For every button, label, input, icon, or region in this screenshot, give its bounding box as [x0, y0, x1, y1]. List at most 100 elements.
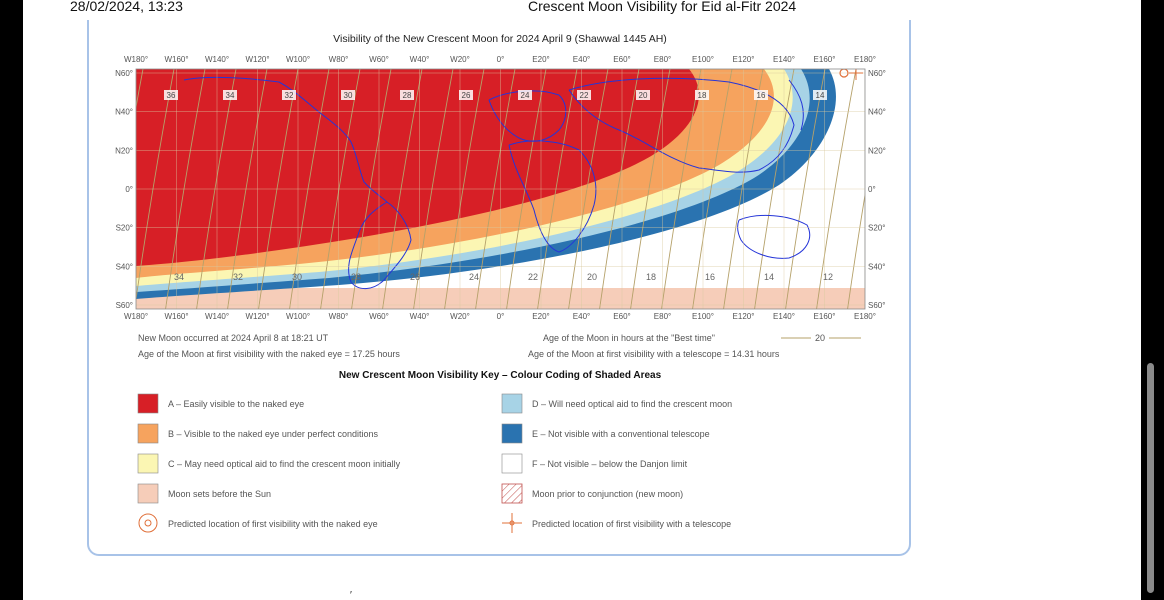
lon-top-item: W140°: [205, 55, 229, 64]
age-label-south: 32: [233, 272, 243, 282]
first-visibility-markers: [839, 69, 863, 80]
svg-text:32: 32: [285, 91, 294, 100]
age-label-north: 24: [518, 90, 532, 100]
lon-bottom-item: E160°: [814, 312, 836, 321]
lon-bottom-item: W60°: [369, 312, 389, 321]
key-swatch-f: [501, 453, 523, 474]
lon-top-item: W100°: [286, 55, 310, 64]
lat-left-item: S60°: [116, 301, 133, 310]
svg-text:18: 18: [698, 91, 707, 100]
lon-bottom-item: 0°: [497, 312, 505, 321]
lat-left-item: S20°: [116, 224, 133, 233]
lat-right-item: N60°: [868, 69, 886, 78]
key-label-b: B – Visible to the naked eye under perfe…: [168, 429, 378, 439]
lon-bottom-item: W180°: [124, 312, 148, 321]
age-label-south: 28: [351, 272, 361, 282]
svg-text:26: 26: [462, 91, 471, 100]
lon-top-item: W180°: [124, 55, 148, 64]
lon-top-item: E180°: [854, 55, 876, 64]
lat-left-item: S40°: [116, 262, 133, 271]
age-label-south: 14: [764, 272, 774, 282]
lon-bottom-item: W120°: [245, 312, 269, 321]
age-label-north: 18: [695, 90, 709, 100]
svg-text:22: 22: [580, 91, 589, 100]
lon-top-item: E80°: [654, 55, 671, 64]
lon-top-item: E160°: [814, 55, 836, 64]
key-swatch-c: [137, 453, 159, 474]
key-swatch-a: [137, 393, 159, 414]
key-label-telescope-marker: Predicted location of first visibility w…: [532, 519, 731, 529]
age-label-north: 20: [636, 90, 650, 100]
age-label-south: 20: [587, 272, 597, 282]
key-label-prior-conjunction: Moon prior to conjunction (new moon): [532, 489, 683, 499]
lon-bottom-item: W80°: [329, 312, 349, 321]
key-label-sets-before-sun: Moon sets before the Sun: [168, 489, 271, 499]
zone-a: [136, 69, 699, 266]
telescope-visibility-marker: [849, 69, 863, 80]
key-swatch-sets-before-sun: [137, 483, 159, 504]
age-label-north: 36: [164, 90, 178, 100]
age-label-south: 26: [410, 272, 420, 282]
lon-top-item: W160°: [164, 55, 188, 64]
lat-left-item: N20°: [115, 146, 133, 155]
coast-africa: [508, 140, 597, 253]
key-swatch-d: [501, 393, 523, 414]
lon-top-item: E100°: [692, 55, 714, 64]
lat-left-item: N40°: [115, 108, 133, 117]
coast-japan: [788, 79, 804, 131]
key-label-f: F – Not visible – below the Danjon limit: [532, 459, 688, 469]
coastlines: [183, 76, 811, 289]
key-label-a: A – Easily visible to the naked eye: [168, 399, 304, 409]
lat-right-item: N20°: [868, 146, 886, 155]
key-swatch-e: [501, 423, 523, 444]
visibility-figure: Visibility of the New Crescent Moon for …: [115, 33, 886, 533]
coast-europe: [488, 90, 567, 142]
map-area: 36 34 32 30 28 26 24 22 20 18 16 14 34 32 30 28 26 24 22 2…: [136, 69, 865, 309]
age-label-north: 28: [400, 90, 414, 100]
lon-bottom-item: W160°: [164, 312, 188, 321]
key-title: New Crescent Moon Visibility Key – Colou…: [339, 370, 662, 381]
lat-right-item: S40°: [868, 262, 885, 271]
lon-bottom-item: W100°: [286, 312, 310, 321]
age-label-north: 14: [813, 90, 827, 100]
age-best-time-info: Age of the Moon in hours at the "Best ti…: [543, 333, 715, 343]
lon-bottom-item: E20°: [532, 312, 549, 321]
age-label-north: 30: [341, 90, 355, 100]
key-label-d: D – Will need optical aid to find the cr…: [532, 399, 732, 409]
map-title: Visibility of the New Crescent Moon for …: [333, 33, 667, 45]
age-contour-sample-label: 20: [815, 333, 825, 343]
lon-bottom-item: E80°: [654, 312, 671, 321]
key-left-column: A – Easily visible to the naked eye B – …: [137, 393, 401, 533]
age-label-south: 22: [528, 272, 538, 282]
lon-top-item: W120°: [245, 55, 269, 64]
lon-top-item: W80°: [329, 55, 349, 64]
naked-eye-visibility-marker: [839, 69, 849, 78]
lon-bottom-item: E100°: [692, 312, 714, 321]
age-label-south: 12: [823, 272, 833, 282]
key-right-column: D – Will need optical aid to find the cr…: [501, 393, 732, 533]
lat-right-item: 0°: [868, 185, 876, 194]
latitude-labels-right: N60° N40° N20° 0° S20° S40° S60°: [868, 69, 886, 310]
page-mark: ′: [350, 590, 352, 600]
map-frame: [135, 68, 866, 310]
age-label-north: 22: [577, 90, 591, 100]
svg-text:30: 30: [344, 91, 353, 100]
age-label-south: 30: [292, 272, 302, 282]
age-labels-south: 34 32 30 28 26 24 22 20 18 16 14 12: [174, 272, 833, 282]
scrollbar-thumb[interactable]: [1147, 363, 1154, 593]
lon-bottom-item: E140°: [773, 312, 795, 321]
lat-right-item: S60°: [868, 301, 885, 310]
page-title: Crescent Moon Visibility for Eid al-Fitr…: [528, 0, 797, 14]
map-grid: [136, 69, 865, 309]
document-page: 28/02/2024, 13:23 Crescent Moon Visibili…: [23, 0, 1141, 600]
coast-asia: [568, 77, 795, 173]
lon-bottom-item: W40°: [410, 312, 430, 321]
key-swatch-prior-conjunction: [501, 483, 523, 504]
age-label-south: 16: [705, 272, 715, 282]
lon-top-item: W20°: [450, 55, 470, 64]
lon-bottom-item: E40°: [573, 312, 590, 321]
lon-top-item: E120°: [733, 55, 755, 64]
svg-text:36: 36: [167, 91, 176, 100]
age-label-north: 26: [459, 90, 473, 100]
lon-top-item: E40°: [573, 55, 590, 64]
